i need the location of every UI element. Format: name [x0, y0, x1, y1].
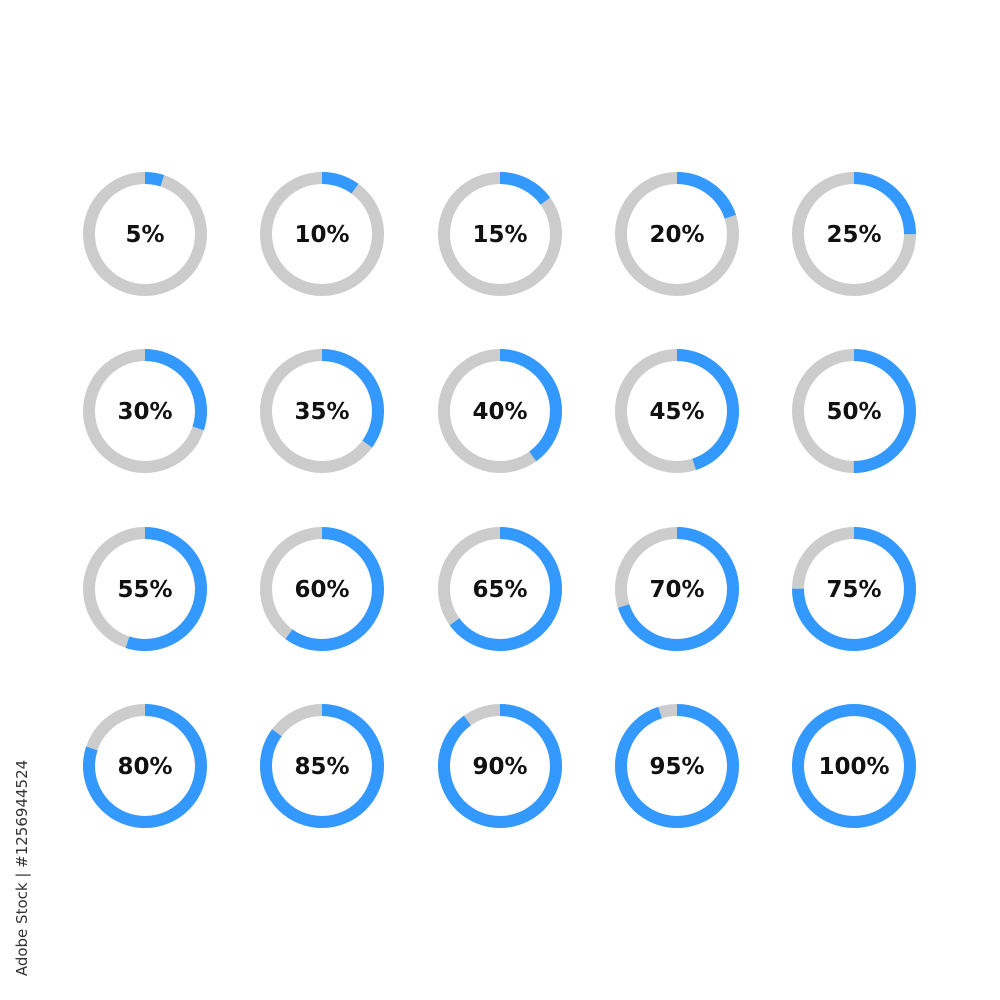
progress-label: 5% — [125, 222, 164, 248]
progress-arc — [83, 704, 207, 828]
progress-arc — [83, 527, 207, 651]
progress-label: 85% — [294, 754, 349, 780]
progress-arc — [792, 527, 916, 651]
progress-circle: 95% — [615, 704, 739, 828]
progress-label: 35% — [294, 399, 349, 425]
progress-circle: 60% — [260, 527, 384, 651]
progress-circle: 20% — [615, 172, 739, 296]
progress-arc — [260, 349, 384, 473]
progress-arc — [615, 527, 739, 651]
progress-circle: 90% — [438, 704, 562, 828]
progress-arc — [260, 704, 384, 828]
progress-label: 55% — [117, 577, 172, 603]
progress-arc — [615, 704, 739, 828]
progress-circle: 40% — [438, 349, 562, 473]
progress-arc — [792, 172, 916, 296]
progress-arc — [83, 172, 207, 296]
progress-label: 20% — [649, 222, 704, 248]
progress-circle: 5% — [83, 172, 207, 296]
progress-arc — [792, 349, 916, 473]
progress-arc — [615, 349, 739, 473]
progress-label: 80% — [117, 754, 172, 780]
progress-circle: 55% — [83, 527, 207, 651]
progress-label: 25% — [826, 222, 881, 248]
progress-circle: 50% — [792, 349, 916, 473]
progress-circle: 30% — [83, 349, 207, 473]
progress-label: 15% — [472, 222, 527, 248]
progress-label: 60% — [294, 577, 349, 603]
progress-label: 30% — [117, 399, 172, 425]
progress-circle: 70% — [615, 527, 739, 651]
progress-label: 90% — [472, 754, 527, 780]
progress-arc — [792, 704, 916, 828]
progress-arc — [438, 172, 562, 296]
progress-circle: 15% — [438, 172, 562, 296]
progress-label: 45% — [649, 399, 704, 425]
progress-circle: 75% — [792, 527, 916, 651]
progress-label: 50% — [826, 399, 881, 425]
progress-label: 65% — [472, 577, 527, 603]
progress-arc — [260, 527, 384, 651]
watermark-text: Adobe Stock | #1256944524 — [13, 759, 31, 977]
progress-circle: 45% — [615, 349, 739, 473]
progress-circle: 10% — [260, 172, 384, 296]
progress-label: 40% — [472, 399, 527, 425]
progress-label: 95% — [649, 754, 704, 780]
progress-arc — [438, 349, 562, 473]
progress-arc — [438, 704, 562, 828]
progress-label: 10% — [294, 222, 349, 248]
progress-label: 75% — [826, 577, 881, 603]
progress-circle: 100% — [792, 704, 916, 828]
progress-arc — [615, 172, 739, 296]
progress-circle: 65% — [438, 527, 562, 651]
progress-circle: 85% — [260, 704, 384, 828]
progress-circle: 25% — [792, 172, 916, 296]
progress-arc — [260, 172, 384, 296]
progress-arc — [83, 349, 207, 473]
progress-label: 100% — [818, 754, 889, 780]
progress-circle: 80% — [83, 704, 207, 828]
progress-label: 70% — [649, 577, 704, 603]
progress-arc — [438, 527, 562, 651]
progress-circle: 35% — [260, 349, 384, 473]
